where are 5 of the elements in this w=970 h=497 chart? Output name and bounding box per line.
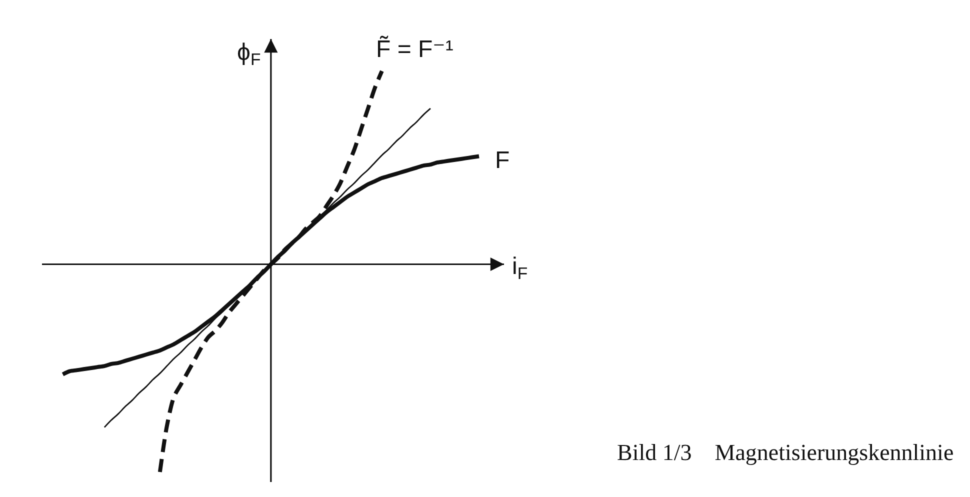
series-label: F [495,147,510,174]
x-axis-title: i$_{F}$ [512,253,528,284]
text: Bild 1/3 Magnetisierungskennlinie [617,440,954,465]
series-label: F̃ = F⁻¹ [376,35,454,63]
y-axis-title: ϕ$_{F}$ [237,39,261,70]
